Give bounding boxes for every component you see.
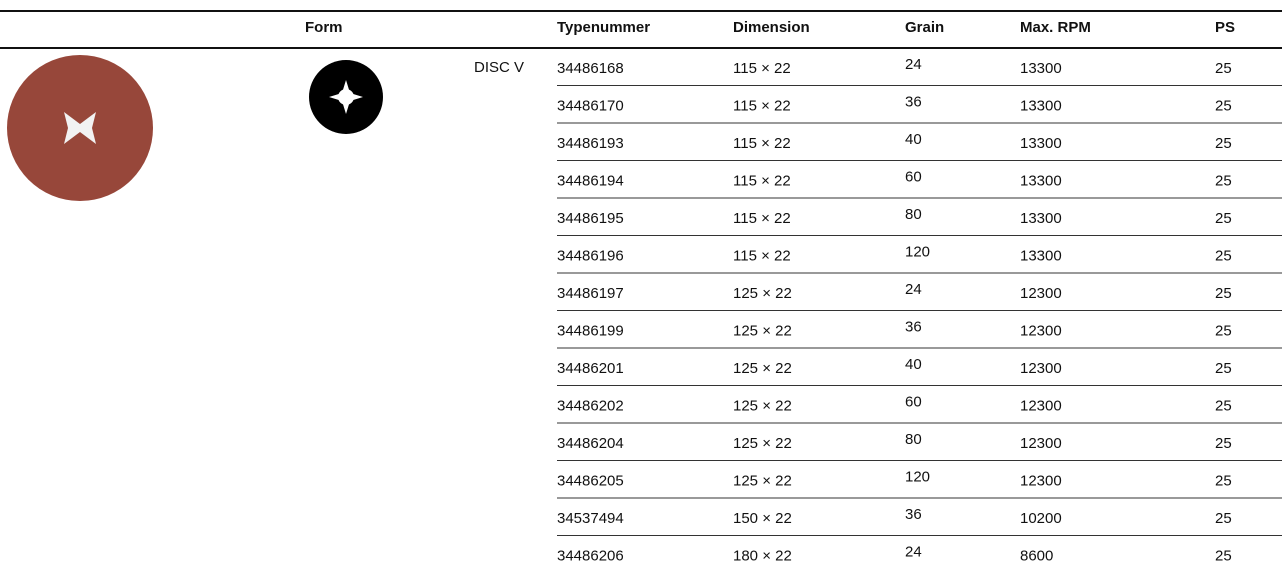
table-cell: 34486205	[557, 472, 624, 489]
table-cell: 34486170	[557, 97, 624, 114]
table-cell: 80	[905, 431, 922, 448]
table-cell: 13300	[1020, 135, 1062, 152]
table-cell: 13300	[1020, 60, 1062, 77]
column-header: Typenummer	[557, 19, 650, 36]
table-cell: 125 × 22	[733, 285, 792, 302]
table-cell: 24	[905, 543, 922, 560]
table-cell: 125 × 22	[733, 472, 792, 489]
table-cell: 25	[1215, 435, 1232, 452]
table-cell: 34486206	[557, 547, 624, 564]
table-cell: 8600	[1020, 547, 1053, 564]
table-cell: 25	[1215, 510, 1232, 527]
form-label: DISC V	[474, 59, 524, 76]
table-cell: 25	[1215, 397, 1232, 414]
table-cell: 36	[905, 318, 922, 335]
table-cell: 25	[1215, 472, 1232, 489]
table-cell: 13300	[1020, 210, 1062, 227]
table-cell: 10200	[1020, 510, 1062, 527]
column-header: Form	[305, 19, 343, 36]
table-cell: 25	[1215, 285, 1232, 302]
table-cell: 25	[1215, 547, 1232, 564]
table-cell: 24	[905, 281, 922, 298]
table-cell: 25	[1215, 210, 1232, 227]
column-header: Dimension	[733, 19, 810, 36]
table-cell: 34486197	[557, 285, 624, 302]
table-cell: 13300	[1020, 247, 1062, 264]
table-cell: 125 × 22	[733, 360, 792, 377]
column-header: PS	[1215, 19, 1235, 36]
table-cell: 25	[1215, 322, 1232, 339]
table-cell: 13300	[1020, 172, 1062, 189]
table-cell: 115 × 22	[733, 247, 791, 264]
table-cell: 34486196	[557, 247, 624, 264]
table-cell: 12300	[1020, 360, 1062, 377]
table-cell: 34486194	[557, 172, 624, 189]
table-cell: 24	[905, 56, 922, 73]
table-cell: 125 × 22	[733, 435, 792, 452]
column-header: Max. RPM	[1020, 19, 1091, 36]
table-cell: 25	[1215, 172, 1232, 189]
table-cell: 120	[905, 468, 930, 485]
table-cell: 34486201	[557, 360, 624, 377]
disc-icon	[309, 60, 383, 134]
table-cell: 150 × 22	[733, 510, 792, 527]
table-cell: 34486204	[557, 435, 624, 452]
table-cell: 25	[1215, 247, 1232, 264]
table-cell: 115 × 22	[733, 60, 791, 77]
table-cell: 34486199	[557, 322, 624, 339]
table-cell: 180 × 22	[733, 547, 792, 564]
table-cell: 12300	[1020, 322, 1062, 339]
table-cell: 25	[1215, 360, 1232, 377]
table-cell: 40	[905, 356, 922, 373]
table-cell: 34486195	[557, 210, 624, 227]
table-cell: 115 × 22	[733, 135, 791, 152]
table-cell: 34486202	[557, 397, 624, 414]
table-cell: 36	[905, 506, 922, 523]
table-cell: 25	[1215, 97, 1232, 114]
table-cell: 36	[905, 93, 922, 110]
table-cell: 60	[905, 393, 922, 410]
table-cell: 125 × 22	[733, 397, 792, 414]
table-cell: 12300	[1020, 472, 1062, 489]
table-cell: 34537494	[557, 510, 624, 527]
table-cell: 25	[1215, 60, 1232, 77]
table-cell: 115 × 22	[733, 210, 791, 227]
table-cell: 25	[1215, 135, 1232, 152]
column-header: Grain	[905, 19, 944, 36]
table-cell: 12300	[1020, 397, 1062, 414]
disc-photo	[7, 55, 153, 201]
table-cell: 120	[905, 243, 930, 260]
table-cell: 115 × 22	[733, 172, 791, 189]
table-cell: 34486168	[557, 60, 624, 77]
table-cell: 80	[905, 206, 922, 223]
table-cell: 34486193	[557, 135, 624, 152]
table-cell: 13300	[1020, 97, 1062, 114]
table-cell: 12300	[1020, 285, 1062, 302]
table-cell: 115 × 22	[733, 97, 791, 114]
table-cell: 125 × 22	[733, 322, 792, 339]
table-cell: 60	[905, 168, 922, 185]
table-cell: 40	[905, 131, 922, 148]
table-cell: 12300	[1020, 435, 1062, 452]
